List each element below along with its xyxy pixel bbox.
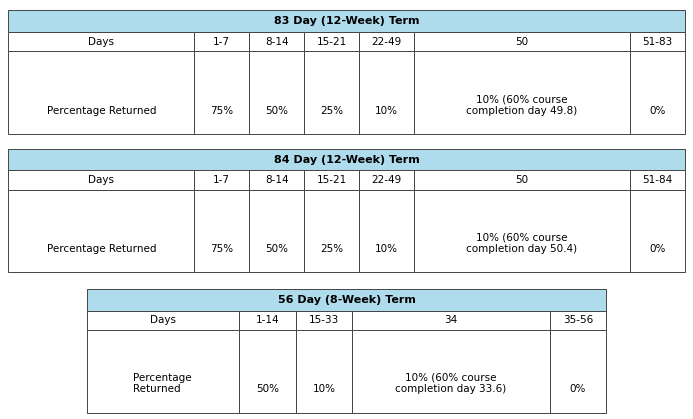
Bar — [249, 51, 304, 134]
Text: 83 Day (12-Week) Term: 83 Day (12-Week) Term — [274, 16, 419, 26]
Text: 0%: 0% — [649, 106, 665, 116]
Text: 56 Day (8-Week) Term: 56 Day (8-Week) Term — [278, 295, 415, 305]
Text: 51-84: 51-84 — [642, 175, 672, 185]
Bar — [8, 51, 194, 134]
Bar — [249, 171, 304, 189]
Bar — [87, 311, 239, 330]
Bar — [249, 32, 304, 51]
Text: Percentage Returned: Percentage Returned — [46, 106, 156, 116]
Bar — [194, 51, 249, 134]
Text: 1-7: 1-7 — [213, 37, 230, 47]
Bar — [353, 311, 550, 330]
Bar — [87, 330, 239, 413]
Bar — [630, 171, 685, 189]
Bar — [630, 189, 685, 272]
Bar — [8, 10, 685, 32]
Bar — [630, 32, 685, 51]
Bar — [249, 189, 304, 272]
Text: 15-33: 15-33 — [309, 316, 339, 325]
Bar — [414, 32, 630, 51]
Bar — [359, 32, 414, 51]
Text: 22-49: 22-49 — [371, 37, 402, 47]
Text: 0%: 0% — [570, 385, 586, 395]
Text: Days: Days — [150, 316, 176, 325]
Bar — [304, 189, 359, 272]
Bar — [8, 189, 194, 272]
Text: 22-49: 22-49 — [371, 175, 402, 185]
Text: 50%: 50% — [265, 244, 288, 254]
Bar — [239, 330, 296, 413]
Bar — [194, 189, 249, 272]
Bar — [194, 171, 249, 189]
Text: 10% (60% course
completion day 50.4): 10% (60% course completion day 50.4) — [466, 233, 577, 254]
Text: 15-21: 15-21 — [317, 37, 346, 47]
Text: Percentage Returned: Percentage Returned — [46, 244, 156, 254]
Text: 50%: 50% — [256, 385, 279, 395]
Bar — [353, 330, 550, 413]
Bar — [304, 32, 359, 51]
Text: Percentage
Returned: Percentage Returned — [134, 373, 192, 395]
Bar — [304, 51, 359, 134]
Text: Days: Days — [88, 37, 114, 47]
Bar — [359, 51, 414, 134]
Text: 50: 50 — [516, 175, 529, 185]
Text: 25%: 25% — [320, 106, 343, 116]
Text: 50%: 50% — [265, 106, 288, 116]
Text: 75%: 75% — [210, 244, 234, 254]
Bar — [414, 171, 630, 189]
Bar — [550, 311, 606, 330]
Text: 0%: 0% — [649, 244, 665, 254]
Text: 75%: 75% — [210, 106, 234, 116]
Bar — [359, 189, 414, 272]
Text: 1-14: 1-14 — [256, 316, 279, 325]
Text: 8-14: 8-14 — [265, 175, 288, 185]
Bar — [550, 330, 606, 413]
Bar — [414, 51, 630, 134]
Text: 10%: 10% — [375, 106, 398, 116]
Bar — [87, 289, 606, 311]
Bar — [8, 171, 194, 189]
Text: 84 Day (12-Week) Term: 84 Day (12-Week) Term — [274, 155, 419, 165]
Text: 25%: 25% — [320, 244, 343, 254]
Text: 10%: 10% — [375, 244, 398, 254]
Text: 10% (60% course
completion day 33.6): 10% (60% course completion day 33.6) — [396, 373, 507, 395]
Text: 1-7: 1-7 — [213, 175, 230, 185]
Bar — [296, 330, 353, 413]
Bar — [414, 189, 630, 272]
Text: 15-21: 15-21 — [317, 175, 346, 185]
Text: 35-56: 35-56 — [563, 316, 593, 325]
Text: 34: 34 — [444, 316, 457, 325]
Text: 10%: 10% — [313, 385, 335, 395]
Bar — [8, 149, 685, 171]
Text: 51-83: 51-83 — [642, 37, 672, 47]
Bar — [194, 32, 249, 51]
Bar — [630, 51, 685, 134]
Bar — [296, 311, 353, 330]
Text: 10% (60% course
completion day 49.8): 10% (60% course completion day 49.8) — [466, 94, 577, 116]
Bar — [359, 171, 414, 189]
Bar — [304, 171, 359, 189]
Text: 50: 50 — [516, 37, 529, 47]
Text: Days: Days — [88, 175, 114, 185]
Text: 8-14: 8-14 — [265, 37, 288, 47]
Bar — [8, 32, 194, 51]
Bar — [239, 311, 296, 330]
